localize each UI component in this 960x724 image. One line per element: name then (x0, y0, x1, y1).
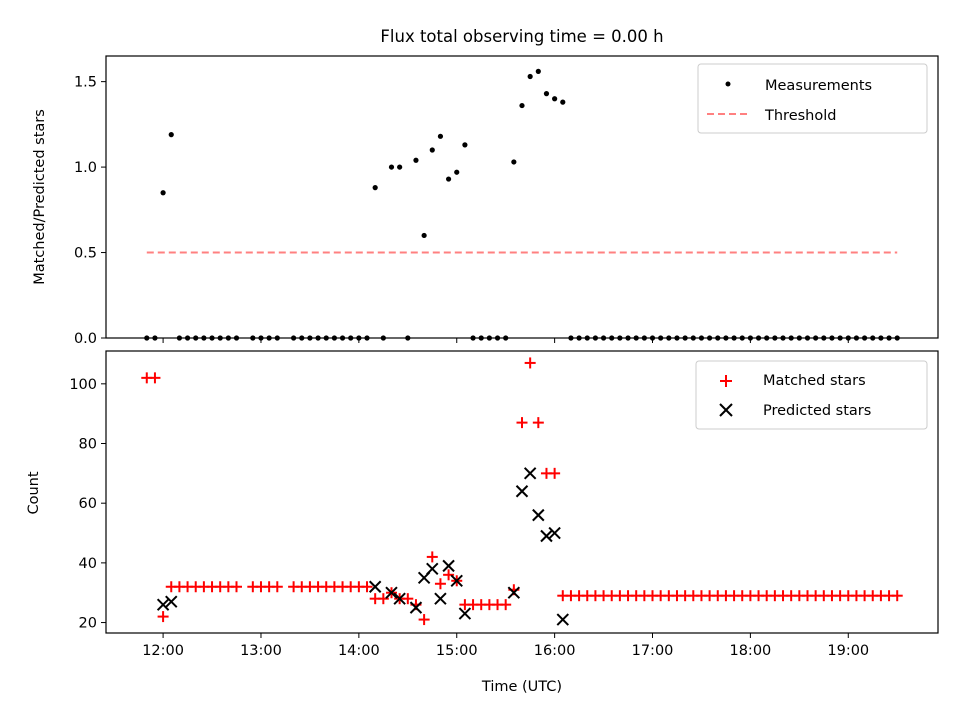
predicted-stars-point (450, 574, 463, 587)
matched-stars-point (271, 581, 283, 593)
predicted-stars-point (507, 586, 521, 599)
matched-stars-point (402, 593, 414, 605)
measurement-point (560, 99, 566, 105)
predicted-stars-point (385, 586, 398, 599)
predicted-stars-point (556, 613, 569, 626)
predicted-stars-point (540, 529, 553, 543)
ratio-axes-frame (105, 55, 939, 339)
measurement-point (445, 176, 452, 182)
predicted-stars-point (156, 598, 170, 611)
ratio-panel: 0.0 0.5 1.0 1.5 Matched/Predicted stars Mea… (32, 55, 939, 347)
predicted-stars-point (165, 595, 178, 608)
predicted-stars-point (532, 508, 545, 522)
matched-stars-point (434, 578, 446, 590)
count-legend: Matched stars Predicted stars (695, 360, 928, 430)
x-tick-label: 15:00 (436, 643, 478, 659)
measurement-point (519, 102, 525, 109)
count-axes-frame (105, 350, 939, 634)
measurement-point (388, 164, 395, 170)
count-y-axis: 20 40 60 80 100 (69, 377, 106, 632)
y-tick-label: 1.0 (74, 160, 97, 176)
y-tick-label: 20 (79, 616, 97, 632)
measurement-point (454, 169, 460, 175)
legend-matched-marker (720, 375, 732, 387)
x-tick-label: 13:00 (240, 643, 282, 659)
predicted-stars-point (393, 592, 406, 605)
matched-stars-point (426, 551, 438, 563)
predicted-stars-point (523, 467, 537, 480)
count-legend-box (695, 360, 928, 430)
measurement-point (429, 147, 435, 153)
measurement-point (160, 190, 166, 196)
figure-title: Flux total observing time = 0.00 h (380, 27, 663, 46)
measurement-point (511, 159, 517, 165)
x-tick-label: 19:00 (827, 643, 869, 659)
predicted-stars-point (458, 607, 472, 620)
legend-predicted-marker (719, 403, 733, 417)
matched-stars-point (891, 590, 903, 602)
count-x-axis: 12:00 13:00 14:00 15:00 16:00 17:00 18:00 19:00 (142, 633, 869, 659)
matched-stars-point (149, 372, 161, 384)
matched-stars-point (532, 417, 544, 429)
predicted-stars-point (548, 526, 561, 540)
matched-stars-point (500, 599, 512, 611)
y-tick-label: 0.0 (74, 331, 97, 347)
predicted-stars-point (434, 592, 447, 605)
matched-stars-point (524, 357, 536, 369)
measurement-point (527, 73, 533, 80)
count-y-axis-label: Count (26, 471, 42, 514)
measurement-point (413, 157, 419, 163)
measurement-point (421, 232, 427, 239)
matched-stars-point (377, 593, 389, 605)
y-tick-label: 80 (79, 437, 97, 453)
measurement-point (437, 133, 444, 139)
count-panel: 20 40 60 80 100 12:00 13:00 14:00 15:00 16:00 17:… (26, 350, 939, 659)
measurement-point (552, 96, 558, 102)
legend-matched-label: Matched stars (763, 373, 866, 389)
ratio-legend-box (697, 63, 928, 134)
predicted-stars-point (409, 601, 423, 614)
legend-threshold-label: Threshold (764, 108, 836, 124)
legend-measurements-label: Measurements (765, 78, 872, 94)
predicted-stars-point (368, 580, 382, 593)
matched-stars-point (516, 417, 528, 429)
matched-stars-point (361, 581, 373, 593)
matched-stars-point (157, 611, 169, 623)
matched-stars-point (231, 581, 243, 593)
x-tick-label: 17:00 (632, 643, 674, 659)
measurement-point (168, 132, 174, 138)
x-axis-label: Time (UTC) (481, 679, 562, 695)
ratio-legend: Measurements Threshold (697, 63, 928, 134)
legend-measurements-marker (725, 81, 731, 87)
x-tick-label: 14:00 (338, 643, 380, 659)
matched-stars-point (549, 467, 561, 479)
count-plot-area (141, 357, 903, 626)
predicted-stars-point (442, 559, 455, 573)
measurement-point (462, 142, 468, 148)
predicted-stars-point (426, 562, 439, 576)
y-tick-label: 60 (79, 496, 97, 512)
y-tick-label: 0.5 (74, 246, 97, 262)
measurement-point (372, 185, 378, 191)
ratio-y-axis-label: Matched/Predicted stars (32, 109, 48, 285)
measurement-point (535, 68, 541, 74)
x-tick-label: 12:00 (142, 643, 184, 659)
x-tick-label: 18:00 (729, 643, 771, 659)
y-tick-label: 100 (69, 377, 97, 393)
matched-stars-point (443, 569, 455, 581)
measurement-point (543, 91, 550, 97)
y-tick-label: 40 (79, 556, 97, 572)
x-tick-label: 16:00 (534, 643, 576, 659)
matched-stars-point (418, 614, 430, 626)
y-tick-label: 1.5 (74, 75, 97, 91)
measurement-point (397, 164, 403, 170)
legend-predicted-label: Predicted stars (763, 403, 871, 419)
ratio-y-axis: 0.0 0.5 1.0 1.5 (74, 75, 106, 347)
ratio-x-axis-ticks (162, 338, 849, 343)
predicted-stars-point (515, 485, 529, 498)
